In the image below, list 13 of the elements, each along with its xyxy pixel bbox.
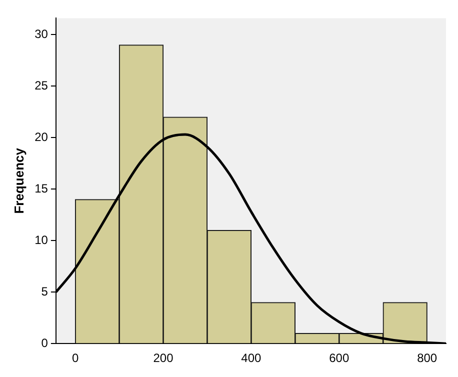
y-axis-title: Frequency	[11, 147, 26, 214]
x-tick-label: 800	[417, 351, 438, 366]
x-tick-label: 0	[72, 351, 79, 366]
y-tick-label: 5	[41, 284, 48, 298]
y-tick-label: 0	[41, 336, 48, 350]
y-tick-label: 30	[34, 26, 48, 41]
x-tick-label: 200	[153, 351, 174, 366]
x-tick-label: 600	[329, 351, 350, 366]
y-tick-label: 25	[34, 78, 48, 92]
y-tick-label: 10	[34, 232, 48, 247]
y-tick-label: 20	[34, 130, 48, 144]
y-tick-label: 15	[34, 181, 48, 196]
x-tick-label: 400	[241, 351, 262, 366]
